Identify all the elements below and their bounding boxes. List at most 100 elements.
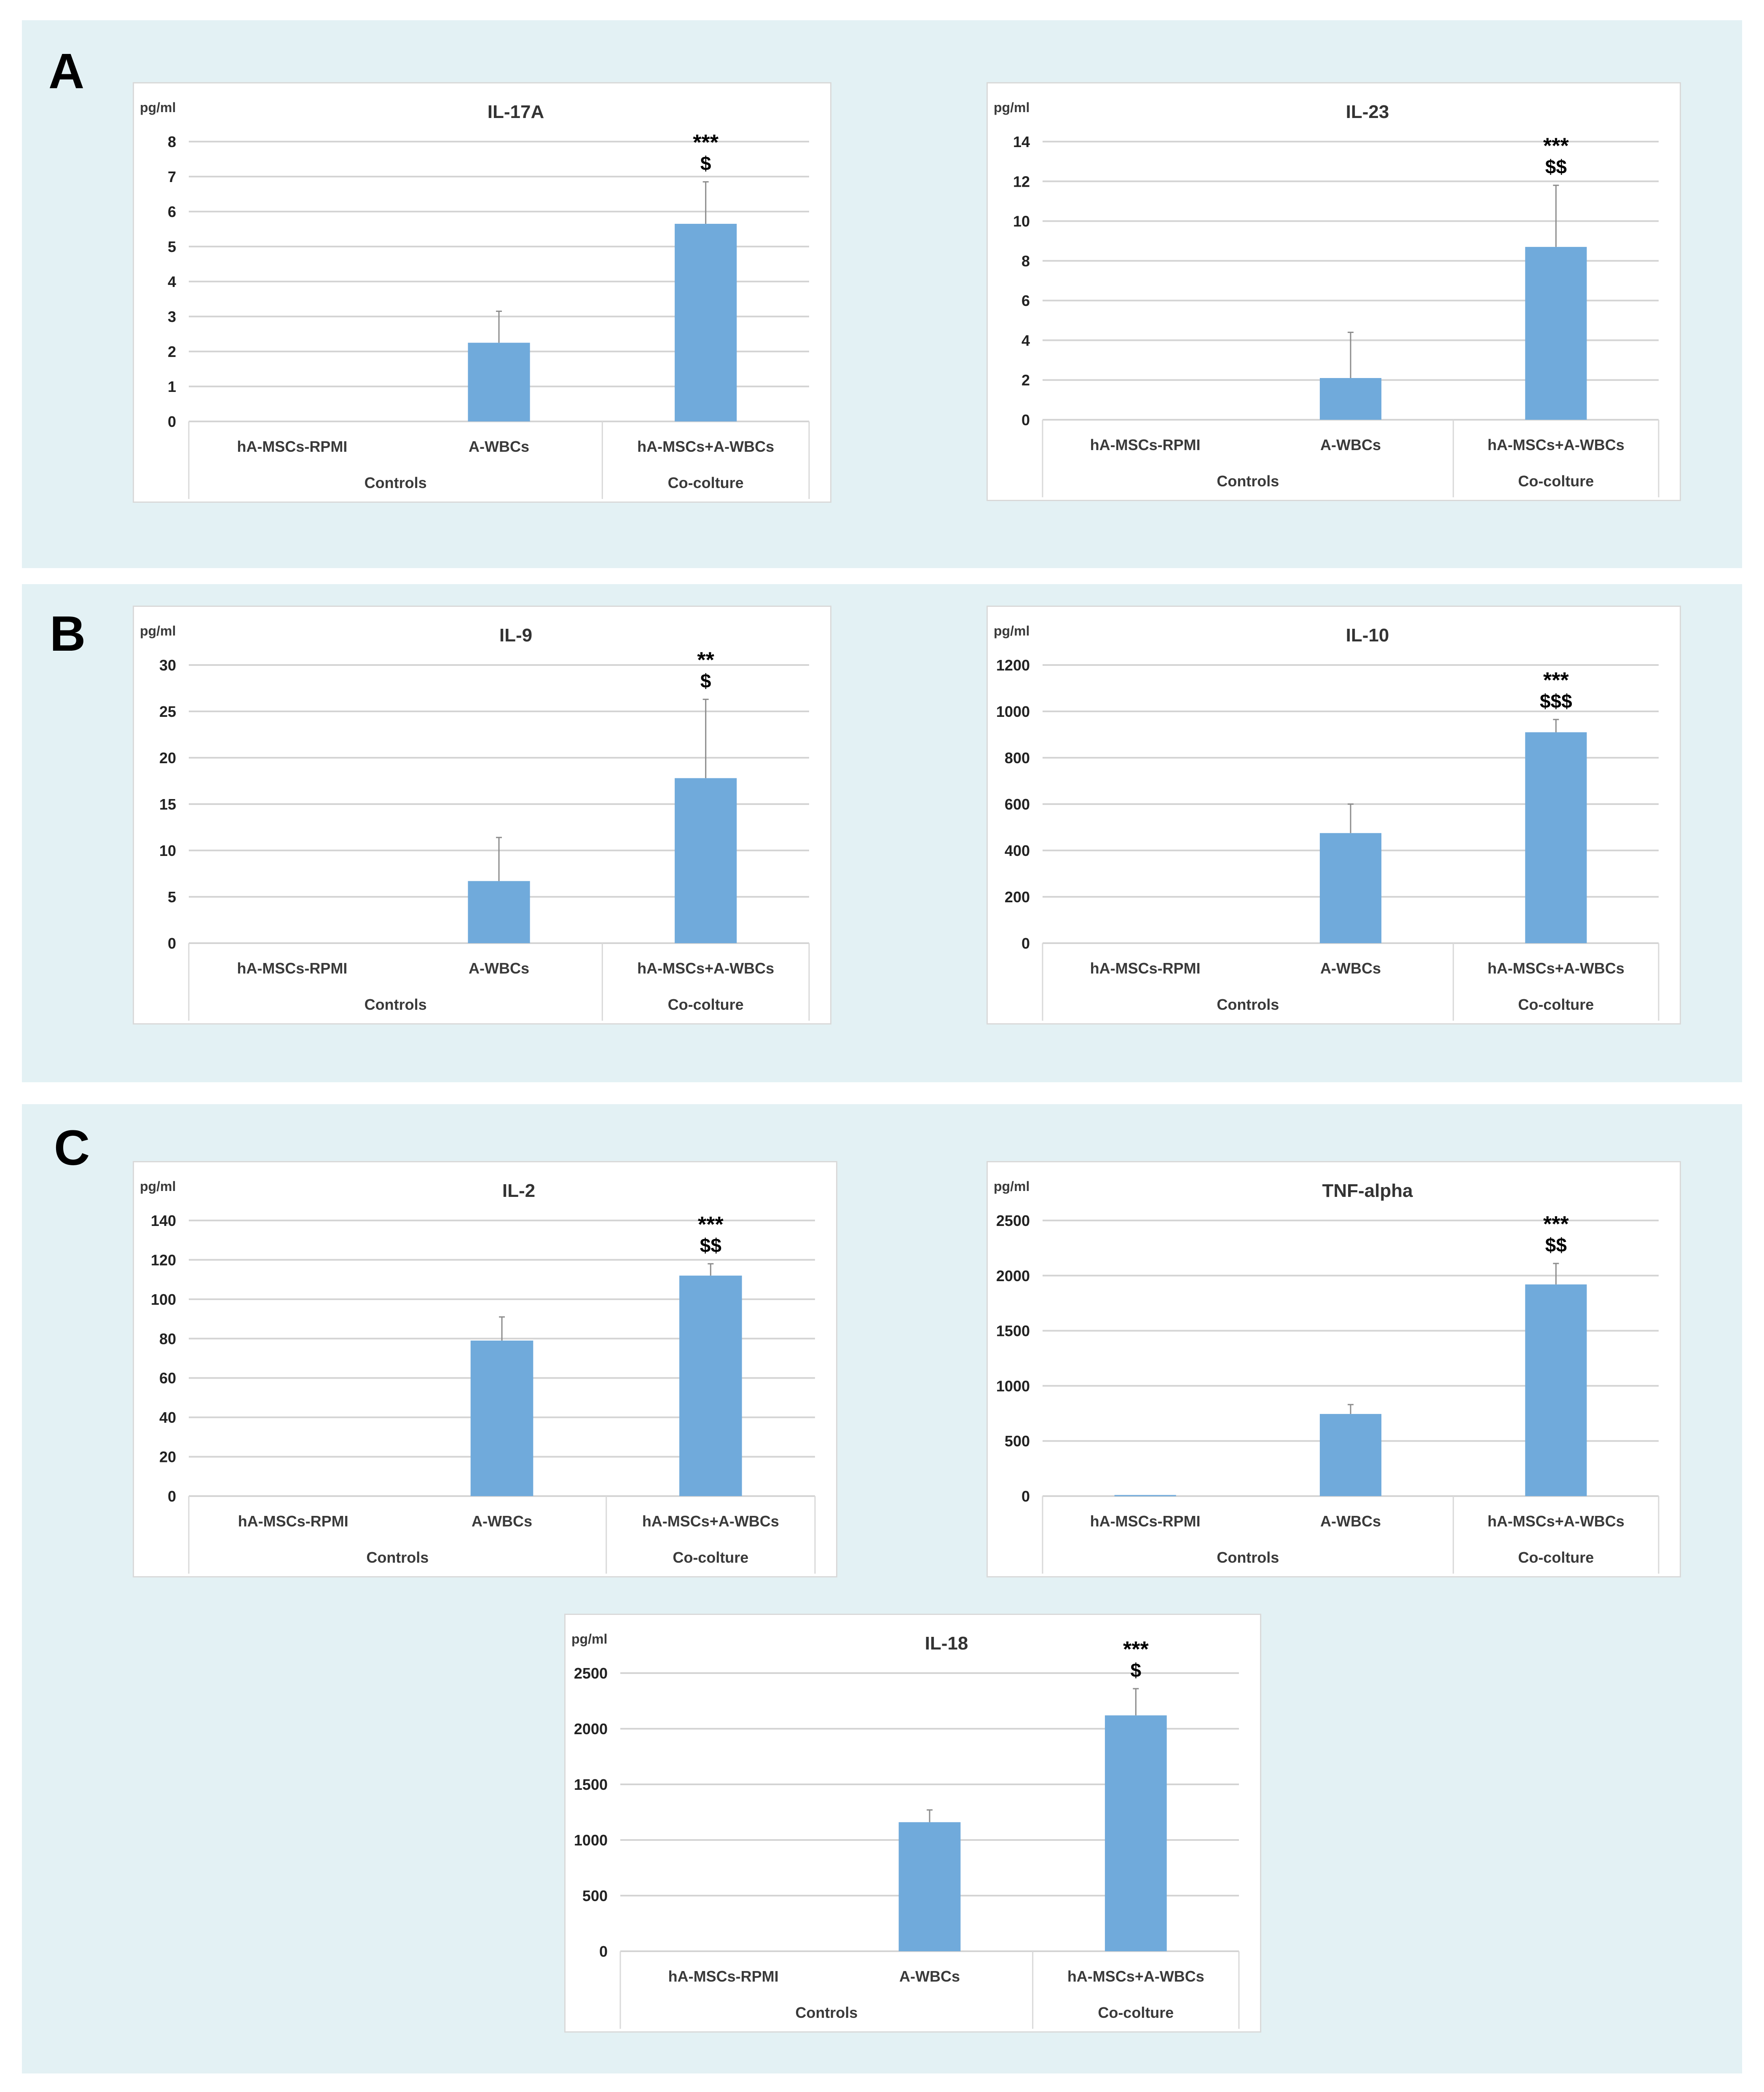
significance-dollars: $$ <box>700 1234 721 1256</box>
y-tick-label: 1200 <box>996 657 1030 674</box>
group-label-controls: Controls <box>366 1549 429 1566</box>
y-tick-label: 14 <box>1013 133 1030 150</box>
bar-ha-mscs-rpmi <box>1114 1495 1176 1497</box>
y-tick-label: 600 <box>1005 796 1030 813</box>
y-tick-label: 500 <box>1005 1432 1030 1450</box>
y-unit-label: pg/ml <box>994 1179 1029 1194</box>
panel-letter-b: B <box>50 606 86 662</box>
y-tick-label: 4 <box>168 273 176 290</box>
category-label: hA-MSCs+A-WBCs <box>637 438 774 455</box>
category-label: A-WBCs <box>1320 436 1381 453</box>
chart-il-23: IL-23 pg/ml 0 2 4 6 8 10 12 14 hA-MSCs-RPMI A-WBCs $… <box>988 83 1680 500</box>
category-label: hA-MSCs-RPMI <box>237 960 347 977</box>
y-tick-label: 0 <box>168 413 176 430</box>
category-label: A-WBCs <box>469 960 529 977</box>
category-label: hA-MSCs+A-WBCs <box>1488 436 1625 453</box>
chart-svg: IL-18 pg/ml 0 500 1000 1500 2000 2500 hA-MSCs-RP… <box>571 1631 1240 2029</box>
y-tick-label: 100 <box>151 1291 176 1308</box>
chart-title: IL-10 <box>1346 625 1389 646</box>
chart-title: IL-2 <box>502 1180 535 1201</box>
y-tick-label: 6 <box>1021 292 1030 309</box>
significance-dollars: $$$ <box>1540 690 1572 712</box>
panel-letter-a: A <box>48 43 85 99</box>
group-label-co-colture: Co-colture <box>1098 2004 1174 2021</box>
y-tick-label: 7 <box>168 168 176 185</box>
chart-il-9: IL-9 pg/ml 0 5 10 15 20 25 30 hA-MSCs-RPMI A-WBCs $… <box>134 607 830 1023</box>
y-tick-label: 3 <box>168 308 176 325</box>
group-label-controls: Controls <box>795 2004 858 2021</box>
y-tick-label: 10 <box>1013 213 1030 230</box>
category-label: hA-MSCs-RPMI <box>1090 436 1201 453</box>
chart-svg: IL-23 pg/ml 0 2 4 6 8 10 12 14 hA-MSCs-RPMI A-WBCs $… <box>994 100 1659 497</box>
y-tick-label: 500 <box>582 1887 608 1904</box>
chart-svg: IL-2 pg/ml 0 20 40 60 80 100 120 140 hA-MSCs-RPMI A… <box>140 1179 816 1574</box>
y-tick-label: 12 <box>1013 173 1030 190</box>
significance-stars: *** <box>1123 1637 1149 1662</box>
bar-a-wbcs <box>470 1340 533 1496</box>
significance-stars: ** <box>697 648 714 672</box>
y-tick-label: 120 <box>151 1251 176 1269</box>
y-tick-label: 5 <box>168 238 176 255</box>
y-tick-label: 1500 <box>996 1322 1030 1340</box>
significance-dollars: $$ <box>1545 156 1567 178</box>
y-tick-label: 15 <box>159 796 176 813</box>
group-label-co-colture: Co-colture <box>1518 472 1594 490</box>
y-tick-label: 4 <box>1021 332 1030 349</box>
y-tick-label: 80 <box>159 1330 176 1347</box>
y-tick-label: 0 <box>1021 935 1030 952</box>
bar-a-wbcs <box>1319 378 1382 420</box>
significance-dollars: $$ <box>1545 1234 1567 1256</box>
y-tick-label: 8 <box>168 133 176 150</box>
bar-a-wbcs <box>1319 1414 1382 1496</box>
significance-stars: *** <box>1543 134 1569 158</box>
category-label: A-WBCs <box>469 438 529 455</box>
bar-a-wbcs <box>1319 833 1382 943</box>
category-label: hA-MSCs-RPMI <box>1090 960 1201 977</box>
chart-il-2: IL-2 pg/ml 0 20 40 60 80 100 120 140 hA-MSCs-RPMI A… <box>134 1162 836 1576</box>
y-unit-label: pg/ml <box>140 1179 176 1194</box>
group-label-co-colture: Co-colture <box>1518 1549 1594 1566</box>
y-tick-label: 30 <box>159 657 176 674</box>
group-label-controls: Controls <box>365 474 427 491</box>
y-tick-label: 1000 <box>996 703 1030 720</box>
y-tick-label: 1500 <box>574 1776 608 1793</box>
y-tick-label: 1 <box>168 378 176 395</box>
bar-ha-mscs-a-wbcs <box>1525 1284 1587 1496</box>
group-label-co-colture: Co-colture <box>668 996 744 1013</box>
y-tick-label: 60 <box>159 1370 176 1387</box>
significance-dollars: $ <box>700 152 711 174</box>
category-label: hA-MSCs-RPMI <box>238 1513 349 1530</box>
y-unit-label: pg/ml <box>994 100 1029 115</box>
y-tick-label: 2500 <box>996 1212 1030 1229</box>
group-label-co-colture: Co-colture <box>673 1549 748 1566</box>
chart-svg: IL-10 pg/ml 0 200 400 600 800 1000 1200 hA-MSCs-R… <box>994 623 1659 1021</box>
y-tick-label: 1000 <box>574 1832 608 1849</box>
chart-title: IL-9 <box>499 625 532 646</box>
y-tick-label: 0 <box>1021 411 1030 429</box>
y-tick-label: 5 <box>168 888 176 906</box>
y-tick-label: 0 <box>168 1488 176 1505</box>
group-label-controls: Controls <box>1217 996 1279 1013</box>
significance-dollars: $ <box>700 670 711 692</box>
y-unit-label: pg/ml <box>140 100 176 115</box>
y-tick-label: 140 <box>151 1212 176 1229</box>
category-label: A-WBCs <box>899 1968 960 1985</box>
chart-title: IL-18 <box>925 1633 968 1654</box>
category-label: hA-MSCs-RPMI <box>668 1968 779 1985</box>
chart-svg: IL-17A pg/ml 0 1 2 3 4 5 6 7 8 hA-MSCs-RPMI A-WBCs $*… <box>140 100 810 499</box>
y-tick-label: 200 <box>1005 888 1030 906</box>
y-tick-label: 2000 <box>996 1267 1030 1285</box>
y-tick-label: 2 <box>1021 372 1030 389</box>
bar-ha-mscs-a-wbcs <box>675 224 737 421</box>
chart-svg: IL-9 pg/ml 0 5 10 15 20 25 30 hA-MSCs-RPMI A-WBCs $… <box>140 623 810 1021</box>
chart-il-10: IL-10 pg/ml 0 200 400 600 800 1000 1200 hA-MSCs-R… <box>988 607 1680 1023</box>
category-label: hA-MSCs-RPMI <box>237 438 347 455</box>
category-label: A-WBCs <box>472 1513 532 1530</box>
y-tick-label: 0 <box>599 1943 608 1960</box>
category-label: hA-MSCs+A-WBCs <box>637 960 774 977</box>
chart-il-18: IL-18 pg/ml 0 500 1000 1500 2000 2500 hA-MSCs-RP… <box>566 1615 1260 2031</box>
bar-ha-mscs-a-wbcs <box>679 1275 742 1496</box>
category-label: hA-MSCs+A-WBCs <box>1488 960 1625 977</box>
chart-title: IL-23 <box>1346 102 1389 122</box>
chart-tnf-alpha: TNF-alpha pg/ml 0 500 1000 1500 2000 2500 hA-MSC… <box>988 1162 1680 1576</box>
